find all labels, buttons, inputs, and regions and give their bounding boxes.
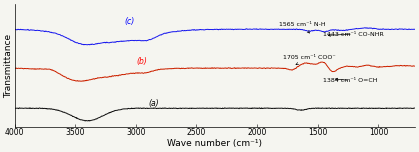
Text: (a): (a) [149,99,159,108]
Text: 1705 cm⁻¹ COO⁻: 1705 cm⁻¹ COO⁻ [283,55,335,65]
Text: (c): (c) [125,17,135,26]
Y-axis label: Transmittance: Transmittance [4,34,13,98]
X-axis label: Wave number (cm⁻¹): Wave number (cm⁻¹) [167,139,262,148]
Text: 1443 cm⁻¹ CO-NHR: 1443 cm⁻¹ CO-NHR [323,31,383,36]
Text: 1384 cm⁻¹ O=CH: 1384 cm⁻¹ O=CH [323,78,377,83]
Text: 1565 cm⁻¹ N-H: 1565 cm⁻¹ N-H [279,22,326,33]
Text: (b): (b) [137,57,147,66]
